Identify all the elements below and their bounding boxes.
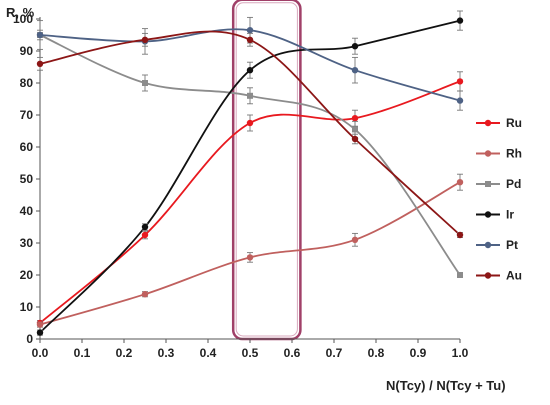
data-point-square [352, 126, 358, 133]
series-pd [37, 29, 463, 279]
x-axis-title: N(Tcy) / N(Tcy + Tu) [386, 378, 506, 393]
data-point [141, 291, 149, 298]
y-tick-label: 80 [20, 76, 34, 90]
y-tick-label: 40 [20, 204, 34, 218]
legend-marker [484, 272, 492, 279]
legend-marker [484, 241, 492, 249]
data-point [246, 119, 254, 127]
legend-item-pt: Pt [476, 238, 518, 252]
y-tick-label: 60 [20, 140, 34, 154]
legend: Ru Rh Pd Ir Pt Au [476, 116, 522, 283]
data-point [351, 43, 359, 50]
data-point [36, 31, 44, 39]
legend-label-au: Au [506, 269, 522, 283]
data-point [246, 67, 254, 74]
highlight-box-inner [235, 2, 298, 337]
x-tick-label: 0.3 [158, 346, 175, 360]
data-point [36, 321, 44, 328]
axes: 0 10 20 30 40 50 60 70 80 90 100 0.0 0.1 0.2 0.3 0.4 0.5… [13, 12, 469, 360]
legend-label-pt: Pt [506, 238, 518, 252]
data-point [246, 254, 254, 261]
data-point [456, 231, 464, 239]
series-ir [36, 10, 464, 336]
x-tick-label: 0.9 [410, 346, 427, 360]
series-line-au [39, 30, 461, 236]
data-point-square [142, 80, 148, 86]
legend-label-ir: Ir [506, 208, 514, 222]
legend-item-ir: Ir [476, 208, 514, 222]
legend-item-rh: Rh [476, 147, 522, 161]
y-tick-label: 90 [20, 44, 34, 58]
y-tick-label: 50 [20, 172, 34, 186]
y-tick-label: 20 [20, 268, 34, 282]
data-point [141, 36, 149, 43]
y-tick-label: 100 [13, 12, 33, 26]
series-rh [36, 173, 464, 328]
data-point [456, 17, 464, 24]
legend-item-ru: Ru [476, 116, 522, 130]
x-tick-label: 0.5 [242, 346, 259, 360]
series-ru [36, 71, 464, 327]
series-group [36, 10, 464, 336]
legend-marker [485, 181, 491, 187]
data-point [141, 231, 149, 239]
data-point [456, 179, 464, 186]
y-tick-label: 30 [20, 236, 34, 250]
series-line-pd [39, 34, 461, 276]
data-point [36, 60, 44, 67]
legend-marker [484, 211, 492, 218]
x-tick-label: 0.2 [116, 346, 133, 360]
legend-label-pd: Pd [506, 177, 521, 191]
x-tick-label: 0.6 [284, 346, 301, 360]
data-point-square [247, 92, 253, 99]
series-au [36, 30, 464, 239]
data-point [456, 78, 464, 85]
data-point [246, 36, 254, 43]
data-point [141, 223, 149, 231]
data-point [351, 115, 359, 122]
data-point [456, 97, 464, 104]
legend-item-pd: Pd [476, 177, 521, 191]
y-tick-label: 0 [26, 332, 33, 346]
x-tick-label: 0.8 [368, 346, 385, 360]
y-tick-label: 70 [20, 108, 34, 122]
x-tick-label: 0.4 [200, 346, 217, 360]
legend-label-ru: Ru [506, 116, 522, 130]
data-point [351, 236, 359, 243]
y-axis-title: R, % [6, 5, 35, 20]
x-tick-label: 0.0 [32, 346, 49, 360]
x-tick-label: 1.0 [452, 346, 469, 360]
legend-marker [484, 119, 492, 127]
x-tick-label: 0.1 [74, 346, 91, 360]
data-point [351, 67, 359, 74]
data-point-square [457, 272, 463, 278]
data-point [351, 135, 359, 143]
x-tick-label: 0.7 [326, 346, 343, 360]
legend-label-rh: Rh [506, 147, 522, 161]
legend-marker [484, 150, 492, 157]
legend-item-au: Au [476, 269, 522, 283]
data-point [36, 329, 44, 336]
data-point [246, 27, 254, 34]
y-tick-label: 10 [20, 300, 34, 314]
series-line-ir [39, 19, 461, 334]
